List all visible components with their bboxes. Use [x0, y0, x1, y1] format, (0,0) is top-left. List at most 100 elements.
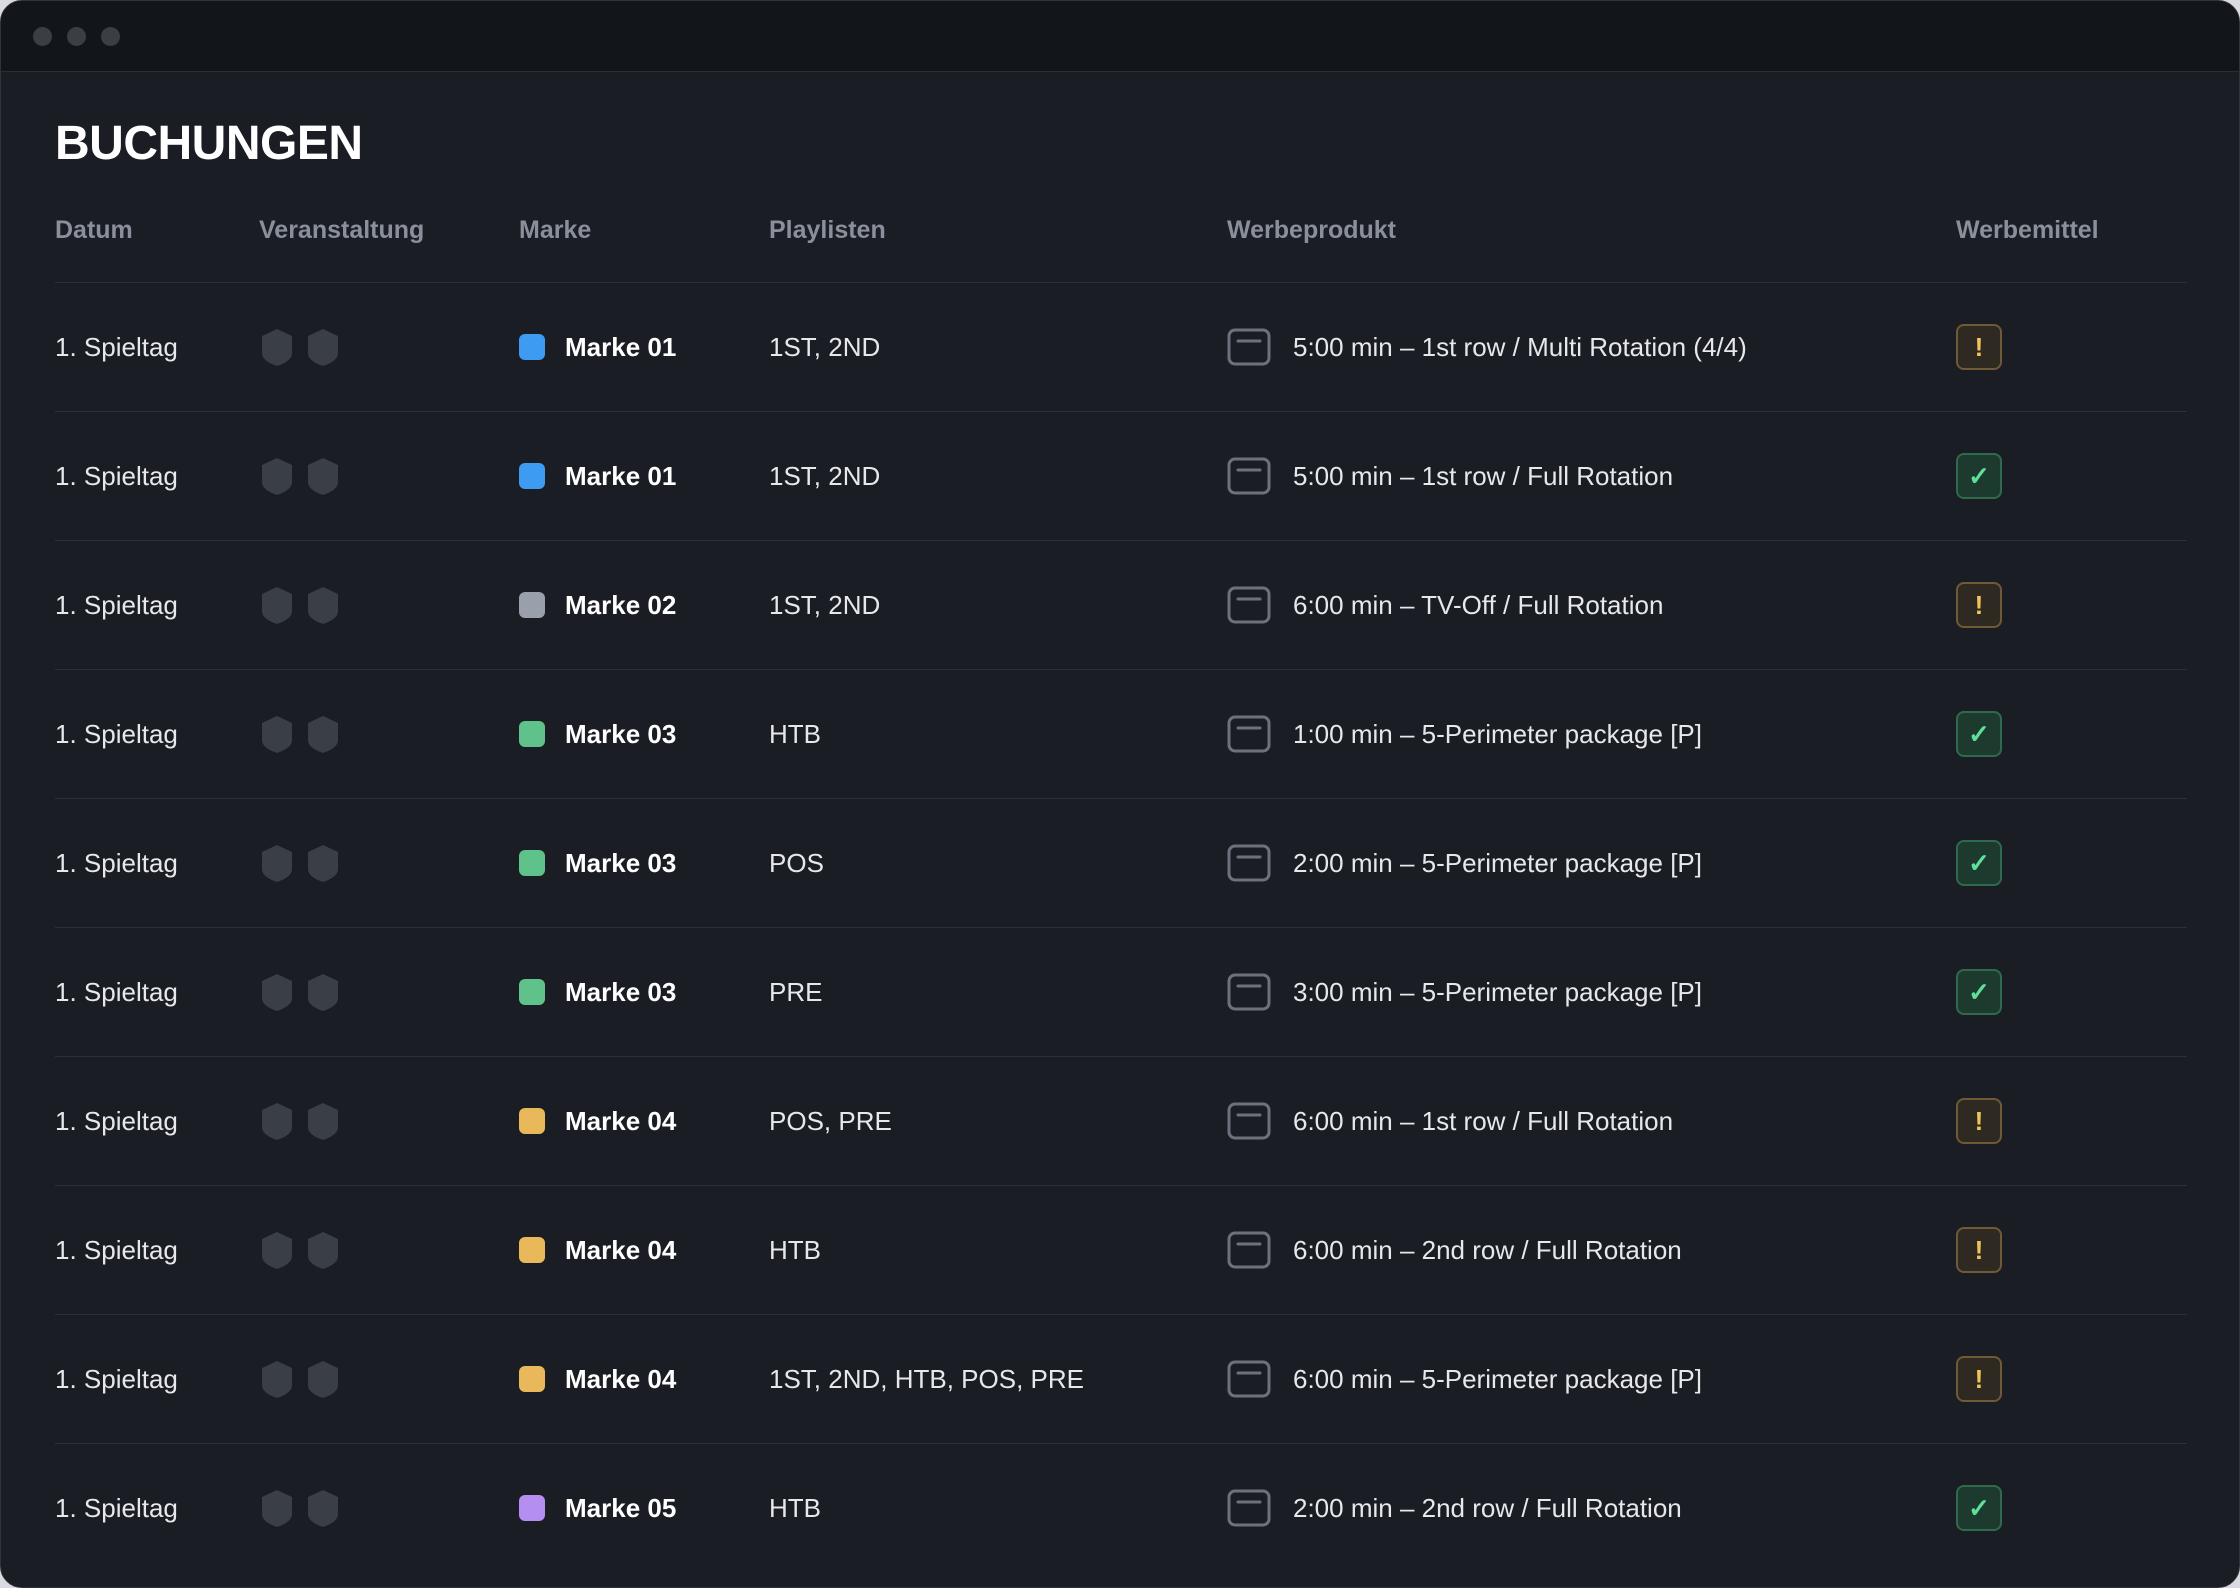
- warning-icon[interactable]: !: [1956, 582, 2002, 628]
- datum-text: 1. Spieltag: [55, 460, 178, 491]
- cell-werbeprodukt: 3:00 min – 5-Perimeter package [P]: [1227, 928, 1702, 1056]
- check-icon[interactable]: ✓: [1956, 453, 2002, 499]
- led-board-icon: [1227, 1360, 1271, 1398]
- cell-playlisten: 1ST, 2ND, HTB, POS, PRE: [769, 1315, 1084, 1443]
- playlists-text: 1ST, 2ND: [769, 331, 881, 362]
- led-board-icon: [1227, 844, 1271, 882]
- cell-veranstaltung: [259, 1186, 351, 1314]
- cell-werbeprodukt: 2:00 min – 2nd row / Full Rotation: [1227, 1444, 1682, 1572]
- cell-werbeprodukt: 5:00 min – 1st row / Full Rotation: [1227, 412, 1673, 540]
- check-icon[interactable]: ✓: [1956, 1485, 2002, 1531]
- cell-werbeprodukt: 1:00 min – 5-Perimeter package [P]: [1227, 670, 1702, 798]
- home-team-shield-icon: [259, 714, 295, 754]
- led-board-icon: [1227, 328, 1271, 366]
- column-header-veranstaltung[interactable]: Veranstaltung: [259, 216, 425, 244]
- table-row[interactable]: 1. Spieltag Marke 03 HTB 1:00 min – 5-Perim…: [55, 670, 2187, 799]
- warning-icon[interactable]: !: [1956, 1227, 2002, 1273]
- column-header-werbeprodukt[interactable]: Werbeprodukt: [1227, 216, 1396, 244]
- page-title: BUCHUNGEN: [55, 117, 363, 170]
- cell-marke: Marke 05: [519, 1444, 676, 1572]
- column-header-werbemittel[interactable]: Werbemittel: [1956, 216, 2099, 244]
- cell-werbemittel: ✓: [1956, 799, 2002, 927]
- cell-playlisten: 1ST, 2ND: [769, 283, 880, 411]
- home-team-shield-icon: [259, 585, 295, 625]
- brand-color-swatch: [519, 721, 545, 747]
- column-header-marke[interactable]: Marke: [519, 216, 592, 244]
- brand-name[interactable]: Marke 03: [565, 718, 677, 749]
- playlists-text: HTB: [769, 1234, 821, 1265]
- home-team-shield-icon: [259, 1101, 295, 1141]
- brand-name[interactable]: Marke 04: [565, 1234, 677, 1265]
- cell-playlisten: POS, PRE: [769, 1057, 892, 1185]
- window-maximize-dot[interactable]: [101, 27, 120, 46]
- ad-product-text: 6:00 min – 5-Perimeter package [P]: [1293, 1363, 1702, 1394]
- cell-werbemittel: !: [1956, 1315, 2002, 1443]
- brand-name[interactable]: Marke 03: [565, 847, 677, 878]
- home-team-shield-icon: [259, 327, 295, 367]
- home-team-shield-icon: [259, 1359, 295, 1399]
- home-team-shield-icon: [259, 456, 295, 496]
- cell-veranstaltung: [259, 541, 351, 669]
- table-row[interactable]: 1. Spieltag Marke 04 1ST, 2ND, HTB, POS, P…: [55, 1315, 2187, 1444]
- away-team-shield-icon: [305, 1101, 341, 1141]
- brand-name[interactable]: Marke 05: [565, 1492, 677, 1523]
- playlists-text: HTB: [769, 718, 821, 749]
- cell-werbeprodukt: 6:00 min – 1st row / Full Rotation: [1227, 1057, 1673, 1185]
- playlists-text: 1ST, 2ND: [769, 460, 881, 491]
- cell-veranstaltung: [259, 799, 351, 927]
- away-team-shield-icon: [305, 843, 341, 883]
- brand-name[interactable]: Marke 03: [565, 976, 677, 1007]
- ad-product-text: 5:00 min – 1st row / Multi Rotation (4/4…: [1293, 331, 1747, 362]
- cell-marke: Marke 03: [519, 799, 676, 927]
- warning-icon[interactable]: !: [1956, 324, 2002, 370]
- warning-icon[interactable]: !: [1956, 1356, 2002, 1402]
- home-team-shield-icon: [259, 1488, 295, 1528]
- cell-werbemittel: ✓: [1956, 928, 2002, 1056]
- cell-marke: Marke 03: [519, 928, 676, 1056]
- brand-color-swatch: [519, 1237, 545, 1263]
- brand-color-swatch: [519, 592, 545, 618]
- brand-name[interactable]: Marke 01: [565, 331, 677, 362]
- brand-name[interactable]: Marke 02: [565, 589, 677, 620]
- brand-name[interactable]: Marke 04: [565, 1363, 677, 1394]
- brand-name[interactable]: Marke 04: [565, 1105, 677, 1136]
- table-row[interactable]: 1. Spieltag Marke 04 POS, PRE 6:00 min – 1s…: [55, 1057, 2187, 1186]
- window-close-dot[interactable]: [33, 27, 52, 46]
- cell-marke: Marke 01: [519, 412, 676, 540]
- brand-color-swatch: [519, 334, 545, 360]
- cell-marke: Marke 03: [519, 670, 676, 798]
- check-icon[interactable]: ✓: [1956, 969, 2002, 1015]
- column-header-playlisten[interactable]: Playlisten: [769, 216, 886, 244]
- cell-playlisten: HTB: [769, 1186, 821, 1314]
- cell-werbemittel: !: [1956, 1057, 2002, 1185]
- led-board-icon: [1227, 457, 1271, 495]
- brand-color-swatch: [519, 1366, 545, 1392]
- table-row[interactable]: 1. Spieltag Marke 01 1ST, 2ND 5:00 min – 1s…: [55, 283, 2187, 412]
- column-header-datum[interactable]: Datum: [55, 216, 133, 244]
- cell-werbeprodukt: 2:00 min – 5-Perimeter package [P]: [1227, 799, 1702, 927]
- check-icon[interactable]: ✓: [1956, 840, 2002, 886]
- table-row[interactable]: 1. Spieltag Marke 01 1ST, 2ND 5:00 min – 1s…: [55, 412, 2187, 541]
- cell-veranstaltung: [259, 283, 351, 411]
- cell-werbeprodukt: 6:00 min – 2nd row / Full Rotation: [1227, 1186, 1682, 1314]
- led-board-icon: [1227, 1102, 1271, 1140]
- brand-color-swatch: [519, 850, 545, 876]
- cell-werbeprodukt: 6:00 min – 5-Perimeter package [P]: [1227, 1315, 1702, 1443]
- window-minimize-dot[interactable]: [67, 27, 86, 46]
- warning-icon[interactable]: !: [1956, 1098, 2002, 1144]
- datum-text: 1. Spieltag: [55, 718, 178, 749]
- brand-color-swatch: [519, 463, 545, 489]
- datum-text: 1. Spieltag: [55, 1363, 178, 1394]
- table-row[interactable]: 1. Spieltag Marke 03 POS 2:00 min – 5-Perim…: [55, 799, 2187, 928]
- table-row[interactable]: 1. Spieltag Marke 05 HTB 2:00 min – 2nd row…: [55, 1444, 2187, 1572]
- cell-werbeprodukt: 5:00 min – 1st row / Multi Rotation (4/4…: [1227, 283, 1747, 411]
- datum-text: 1. Spieltag: [55, 331, 178, 362]
- cell-werbeprodukt: 6:00 min – TV-Off / Full Rotation: [1227, 541, 1663, 669]
- table-row[interactable]: 1. Spieltag Marke 04 HTB 6:00 min – 2nd row…: [55, 1186, 2187, 1315]
- table-row[interactable]: 1. Spieltag Marke 02 1ST, 2ND 6:00 min – TV…: [55, 541, 2187, 670]
- brand-name[interactable]: Marke 01: [565, 460, 677, 491]
- table-row[interactable]: 1. Spieltag Marke 03 PRE 3:00 min – 5-Perim…: [55, 928, 2187, 1057]
- away-team-shield-icon: [305, 1359, 341, 1399]
- check-icon[interactable]: ✓: [1956, 711, 2002, 757]
- cell-werbemittel: !: [1956, 283, 2002, 411]
